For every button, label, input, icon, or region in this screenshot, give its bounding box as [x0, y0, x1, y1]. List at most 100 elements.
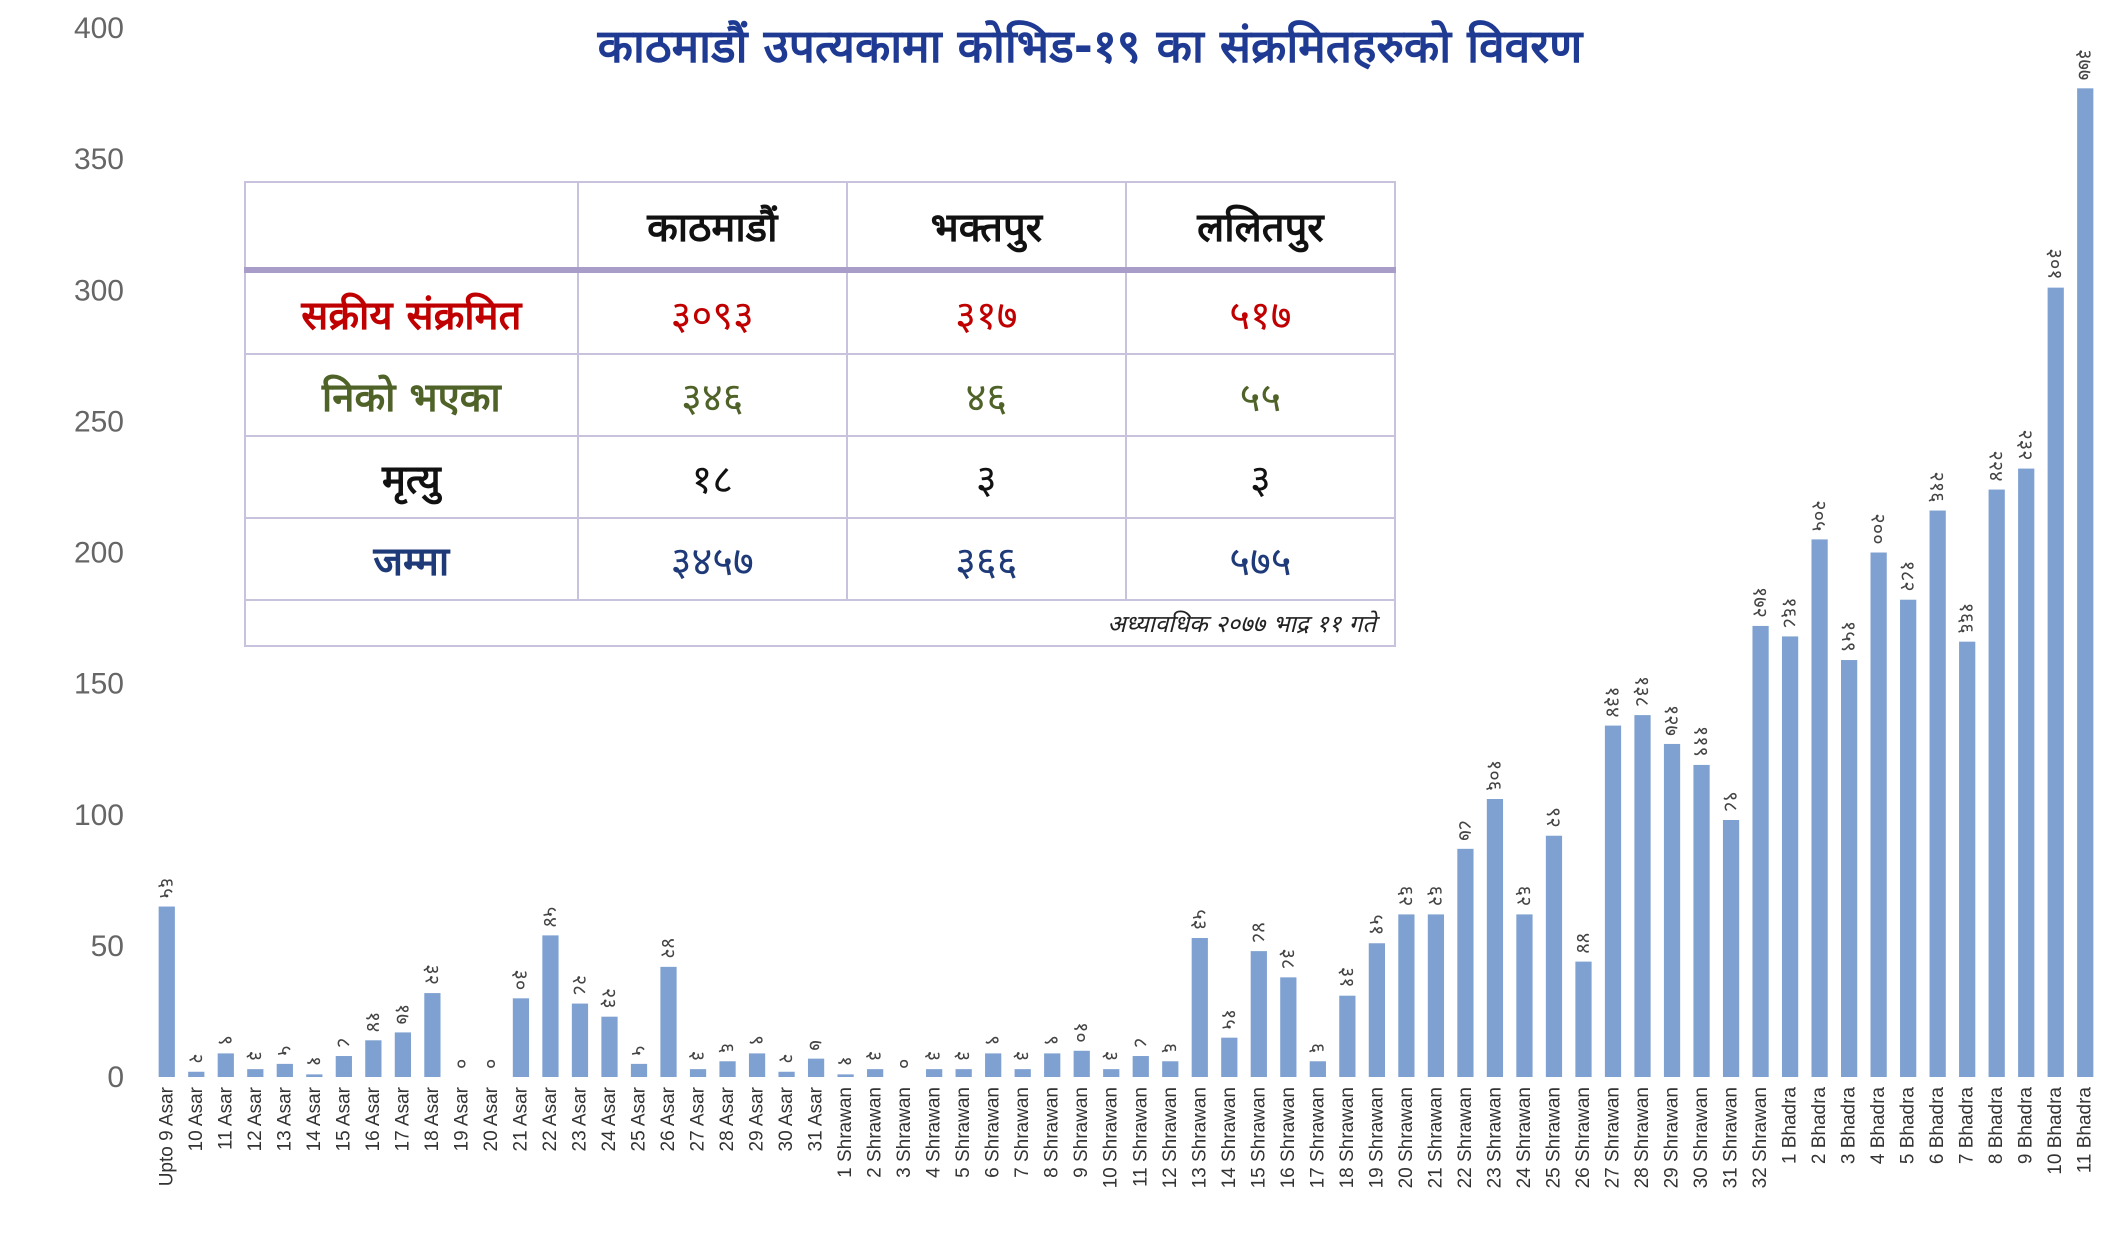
- x-tick-label: 3 Bhadra: [1839, 1087, 1860, 1165]
- y-tick-label: 250: [74, 405, 124, 438]
- header-bhaktapur: भक्तपुर: [845, 181, 1127, 273]
- data-label: ८७: [1453, 820, 1477, 841]
- bar: [424, 993, 441, 1077]
- data-label: ३०: [509, 970, 533, 991]
- y-tick-label: 350: [74, 143, 124, 176]
- data-label: ३: [952, 1051, 976, 1061]
- row-label: सक्रीय संक्रमित: [244, 269, 579, 355]
- x-tick-label: 26 Asar: [658, 1086, 679, 1151]
- row-note: अध्यावधिक २०७७ भाद्र ११ गते: [244, 599, 1396, 647]
- bar: [1309, 1061, 1326, 1077]
- bar: [1339, 995, 1356, 1077]
- cell-value: १८: [576, 435, 848, 519]
- x-tick-label: 15 Asar: [333, 1086, 354, 1151]
- bar: [1575, 961, 1592, 1077]
- bar: [1280, 977, 1297, 1077]
- y-tick-label: 50: [91, 930, 124, 963]
- x-tick-label: 7 Shrawan: [1012, 1087, 1033, 1178]
- bar: [1044, 1053, 1061, 1077]
- bar: [719, 1061, 736, 1077]
- data-label: १: [302, 1056, 326, 1066]
- summary-table: काठमाडौं भक्तपुर ललितपुर सक्रीय संक्रमित…: [244, 181, 1397, 647]
- x-tick-label: 3 Shrawan: [894, 1087, 915, 1178]
- x-tick-label: 20 Shrawan: [1396, 1087, 1417, 1188]
- bar: [1900, 599, 1917, 1077]
- x-tick-label: 22 Asar: [540, 1086, 561, 1151]
- bar: [2077, 88, 2094, 1077]
- bar: [867, 1069, 884, 1077]
- data-label: १०: [1070, 1022, 1094, 1043]
- x-tick-label: 10 Asar: [186, 1086, 207, 1151]
- data-label: ३८: [1276, 949, 1300, 970]
- x-tick-label: 7 Bhadra: [1957, 1087, 1978, 1165]
- bar: [2018, 468, 2035, 1078]
- row-deaths: मृत्यु १८ ३ ३: [244, 435, 1397, 519]
- x-tick-label: Upto 9 Asar: [156, 1086, 177, 1186]
- x-tick-label: 29 Shrawan: [1662, 1087, 1683, 1188]
- data-label: २१६: [1926, 471, 1950, 502]
- bar: [1073, 1050, 1090, 1077]
- bar: [247, 1069, 264, 1077]
- cell-value: ४६: [845, 353, 1127, 437]
- update-note: अध्यावधिक २०७७ भाद्र ११ गते: [244, 599, 1396, 647]
- data-label: १०६: [1483, 760, 1507, 791]
- bar: [748, 1053, 766, 1077]
- x-tick-label: 4 Shrawan: [924, 1087, 945, 1178]
- bar: [306, 1074, 323, 1077]
- data-label: १२७: [1660, 705, 1684, 736]
- bar: [955, 1069, 972, 1077]
- data-label: २२४: [1985, 450, 2009, 481]
- data-label: ३०१: [2044, 248, 2068, 279]
- x-tick-label: 14 Shrawan: [1219, 1087, 1240, 1188]
- x-axis: Upto 9 Asar 10 Asar 11 Asar 12 Asar 13 Asar 1…: [156, 1086, 2095, 1188]
- x-tick-label: 1 Shrawan: [835, 1087, 856, 1178]
- bar: [1693, 764, 1710, 1077]
- x-tick-label: 30 Shrawan: [1691, 1087, 1712, 1188]
- x-tick-label: 22 Shrawan: [1455, 1087, 1476, 1188]
- data-label: ६२: [1424, 886, 1448, 907]
- bar: [1988, 489, 2005, 1077]
- bar: [512, 998, 530, 1077]
- x-tick-label: 24 Shrawan: [1514, 1087, 1535, 1188]
- data-label: ९: [745, 1035, 769, 1045]
- bar: [1959, 641, 1976, 1077]
- x-tick-label: 29 Asar: [747, 1086, 768, 1151]
- x-tick-label: 19 Asar: [451, 1086, 472, 1151]
- data-label: ६२: [1394, 886, 1418, 907]
- bar: [1516, 914, 1533, 1077]
- y-tick-label: 150: [74, 668, 124, 701]
- x-tick-label: 24 Asar: [599, 1086, 620, 1151]
- bar: [1722, 819, 1740, 1077]
- x-tick-label: 17 Shrawan: [1307, 1087, 1328, 1188]
- x-tick-label: 9 Bhadra: [2016, 1087, 2037, 1165]
- x-tick-label: 30 Asar: [776, 1086, 797, 1151]
- x-tick-label: 12 Asar: [245, 1086, 266, 1151]
- header-lalitpur: ललितपुर: [1124, 181, 1397, 273]
- row-label: निको भएका: [244, 353, 579, 437]
- x-tick-label: 27 Asar: [688, 1086, 709, 1151]
- x-tick-label: 25 Asar: [629, 1086, 650, 1151]
- bar: [1221, 1037, 1238, 1077]
- x-tick-label: 18 Shrawan: [1337, 1087, 1358, 1188]
- data-label: ९: [1040, 1035, 1064, 1045]
- data-label: २: [775, 1053, 799, 1063]
- x-tick-label: 8 Bhadra: [1986, 1087, 2007, 1165]
- data-label: ६: [1158, 1043, 1182, 1053]
- x-tick-label: 21 Asar: [510, 1086, 531, 1151]
- data-label: ०: [450, 1059, 474, 1069]
- cell-value: ५५: [1124, 353, 1397, 437]
- x-tick-label: 17 Asar: [392, 1086, 413, 1151]
- x-tick-label: 20 Asar: [481, 1086, 502, 1151]
- bar: [807, 1058, 825, 1077]
- bar: [1103, 1069, 1120, 1077]
- bar: [1752, 625, 1769, 1077]
- x-tick-label: 32 Shrawan: [1750, 1087, 1771, 1188]
- data-label: १७: [391, 1004, 415, 1025]
- cell-value: ५७५: [1124, 517, 1397, 601]
- x-tick-label: 4 Bhadra: [1868, 1087, 1889, 1165]
- data-label: १७२: [1749, 587, 1773, 618]
- bar: [1634, 715, 1651, 1077]
- y-axis: 0 50 100 150 200 250 300 350 400: [74, 12, 124, 1094]
- data-label: ५: [627, 1045, 651, 1055]
- x-tick-label: 19 Shrawan: [1366, 1087, 1387, 1188]
